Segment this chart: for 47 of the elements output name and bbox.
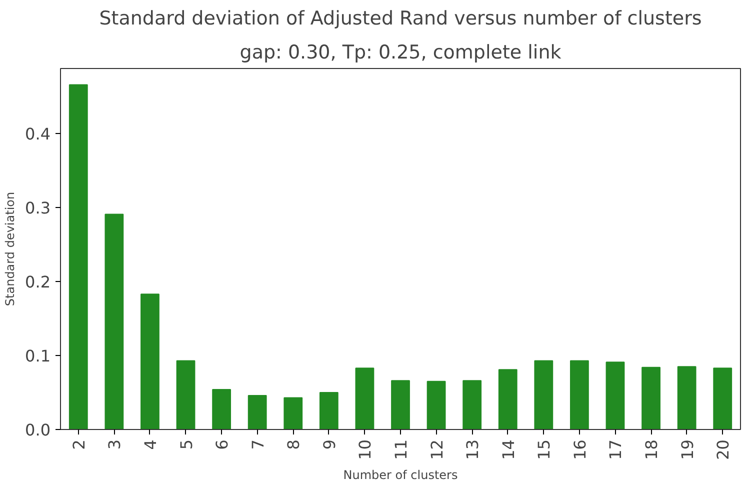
y-tick-label: 0.2 bbox=[25, 272, 51, 292]
bar bbox=[534, 360, 554, 430]
x-tick-label: 20 bbox=[714, 440, 733, 460]
bar bbox=[391, 380, 410, 430]
x-tick-label: 19 bbox=[678, 440, 697, 460]
y-tick-label: 0.3 bbox=[25, 198, 51, 218]
x-tick-label: 5 bbox=[176, 439, 196, 450]
bar bbox=[284, 397, 303, 430]
x-tick-label: 18 bbox=[642, 440, 662, 460]
x-tick-label: 8 bbox=[284, 439, 304, 450]
bar bbox=[355, 368, 374, 430]
x-tick-label: 17 bbox=[606, 440, 626, 460]
x-tick-label: 10 bbox=[356, 440, 375, 460]
x-tick-label: 11 bbox=[392, 440, 410, 460]
x-tick-label: 2 bbox=[69, 439, 88, 450]
x-tick-label: 9 bbox=[320, 439, 339, 450]
bar bbox=[642, 366, 660, 430]
bar bbox=[140, 294, 160, 430]
y-tick-label: 0.4 bbox=[25, 124, 51, 144]
x-tick-label: 15 bbox=[534, 440, 554, 460]
x-tick-label: 4 bbox=[140, 439, 160, 450]
bar bbox=[104, 214, 124, 430]
y-tick-label: 0.1 bbox=[25, 346, 51, 366]
bar bbox=[68, 84, 88, 430]
x-tick-label: 16 bbox=[570, 440, 590, 460]
bar bbox=[212, 389, 231, 430]
bar bbox=[176, 360, 196, 430]
bar bbox=[426, 380, 446, 430]
y-axis-title: Standard deviation bbox=[3, 192, 18, 306]
bar bbox=[462, 380, 482, 430]
x-tick-label: 6 bbox=[212, 439, 232, 450]
y-tick-label: 0.0 bbox=[25, 420, 51, 440]
bar bbox=[498, 369, 518, 430]
chart-title: Standard deviation of Adjusted Rand versus number of clusters bbox=[99, 8, 702, 30]
x-tick-label: 3 bbox=[105, 439, 124, 450]
x-tick-label: 14 bbox=[498, 440, 518, 460]
bar bbox=[713, 368, 732, 430]
bar bbox=[606, 362, 625, 430]
bar bbox=[319, 392, 338, 430]
bar bbox=[570, 360, 589, 430]
x-tick-label: 12 bbox=[427, 440, 446, 460]
bar bbox=[677, 366, 696, 430]
x-tick-label: 13 bbox=[463, 440, 482, 460]
chart-subtitle: gap: 0.30, Tp: 0.25, complete link bbox=[240, 42, 562, 64]
x-tick-label: 7 bbox=[248, 439, 268, 450]
x-axis-title: Number of clusters bbox=[343, 468, 458, 482]
bar bbox=[248, 394, 267, 430]
